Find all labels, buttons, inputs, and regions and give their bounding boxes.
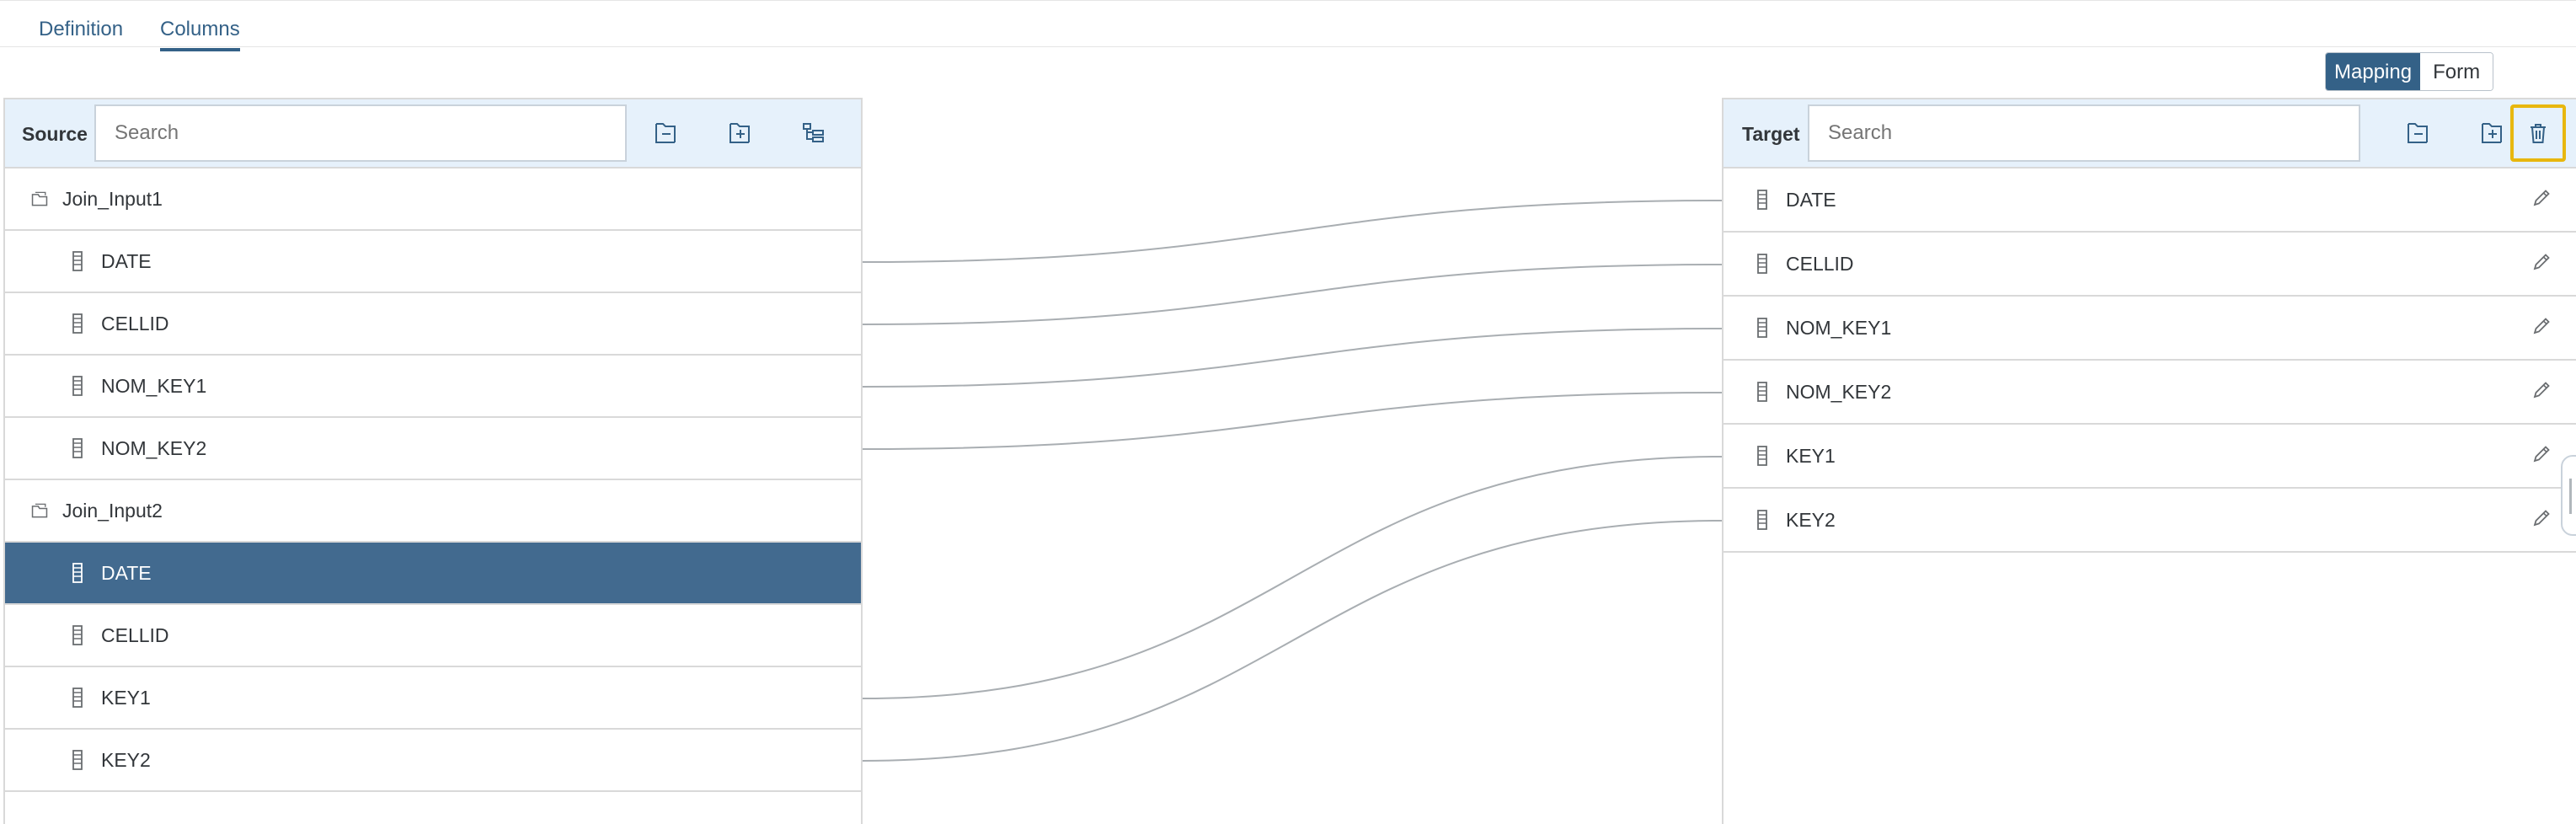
mapping-line[interactable] <box>862 392 1723 450</box>
delete-button[interactable] <box>2510 104 2566 162</box>
collapse-all-button[interactable] <box>2399 115 2436 152</box>
mapping-line[interactable] <box>862 520 1723 762</box>
tree-settings-icon <box>803 123 824 142</box>
column-label: CELLID <box>1786 252 1854 275</box>
edit-icon[interactable] <box>2531 315 2556 340</box>
column-icon <box>67 562 89 584</box>
trash-icon <box>2531 124 2546 143</box>
column-icon <box>1752 317 1774 339</box>
expand-all-icon <box>2482 123 2502 143</box>
folder-icon <box>29 500 51 522</box>
source-tree: Join_Input1 DATE CELLID NOM_KEY1 NOM_KEY2 Joi… <box>5 169 861 792</box>
source-column-row[interactable]: DATE <box>5 543 861 605</box>
column-icon <box>1752 189 1774 211</box>
column-label: KEY2 <box>1786 508 1836 531</box>
expand-all-button[interactable] <box>721 115 758 152</box>
group-label: Join_Input2 <box>62 499 163 522</box>
target-header: Target <box>1724 99 2576 169</box>
target-column-row[interactable]: NOM_KEY1 <box>1724 297 2576 361</box>
source-search-input[interactable] <box>94 104 627 162</box>
column-label: NOM_KEY1 <box>1786 316 1892 339</box>
column-label: KEY1 <box>101 686 151 709</box>
column-label: KEY1 <box>1786 444 1836 467</box>
mapping-line[interactable] <box>862 264 1723 325</box>
column-icon <box>67 250 89 272</box>
column-icon <box>67 624 89 646</box>
mapping-view-button[interactable]: Mapping <box>2326 53 2421 90</box>
form-view-button[interactable]: Form <box>2420 53 2493 90</box>
source-group-row[interactable]: Join_Input1 <box>5 169 861 231</box>
source-panel: Source Join_Input1 DATE CELLID NOM_KEY1 NOM_… <box>3 98 863 824</box>
source-column-row[interactable]: KEY2 <box>5 730 861 792</box>
tree-settings-button[interactable] <box>795 115 832 152</box>
view-toggle: Mapping Form <box>2325 52 2494 91</box>
target-column-row[interactable]: KEY2 <box>1724 489 2576 553</box>
tab-definition[interactable]: Definition <box>39 18 124 40</box>
column-icon <box>1752 381 1774 403</box>
collapse-all-button[interactable] <box>647 115 684 152</box>
column-icon <box>67 313 89 334</box>
expand-all-button[interactable] <box>2473 115 2510 152</box>
column-label: DATE <box>101 561 152 584</box>
column-label: DATE <box>101 249 152 272</box>
target-column-row[interactable]: NOM_KEY2 <box>1724 361 2576 425</box>
column-label: KEY2 <box>101 748 151 771</box>
column-label: NOM_KEY1 <box>101 374 207 397</box>
column-label: NOM_KEY2 <box>101 436 207 459</box>
source-column-row[interactable]: NOM_KEY1 <box>5 356 861 418</box>
source-column-row[interactable]: CELLID <box>5 605 861 667</box>
column-label: DATE <box>1786 188 1836 211</box>
mapping-line[interactable] <box>862 200 1723 263</box>
source-group-row[interactable]: Join_Input2 <box>5 480 861 543</box>
column-icon <box>67 437 89 459</box>
resize-handle[interactable] <box>2561 455 2576 536</box>
target-column-row[interactable]: KEY1 <box>1724 425 2576 489</box>
tab-columns[interactable]: Columns <box>160 18 240 51</box>
edit-icon[interactable] <box>2531 251 2556 276</box>
mapping-line[interactable] <box>862 456 1723 699</box>
column-icon <box>67 687 89 709</box>
expand-all-icon <box>730 123 750 143</box>
source-column-row[interactable]: NOM_KEY2 <box>5 418 861 480</box>
edit-icon[interactable] <box>2531 379 2556 404</box>
target-search-input[interactable] <box>1808 104 2360 162</box>
target-panel: Target DATE CELLID NOM_KEY1 NOM_KEY2 KEY1 KEY… <box>1722 98 2576 824</box>
column-label: CELLID <box>101 312 169 334</box>
column-label: CELLID <box>101 623 169 646</box>
source-column-row[interactable]: DATE <box>5 231 861 293</box>
collapse-all-icon <box>655 123 676 143</box>
mapping-line[interactable] <box>862 328 1723 388</box>
column-icon <box>1752 445 1774 467</box>
column-icon <box>67 749 89 771</box>
column-icon <box>67 375 89 397</box>
column-icon <box>1752 253 1774 275</box>
source-title: Source <box>22 123 88 145</box>
source-header: Source <box>5 99 861 169</box>
target-column-row[interactable]: CELLID <box>1724 233 2576 297</box>
collapse-all-icon <box>2408 123 2428 143</box>
target-list: DATE CELLID NOM_KEY1 NOM_KEY2 KEY1 KEY2 <box>1724 169 2576 553</box>
edit-icon[interactable] <box>2531 507 2556 532</box>
column-icon <box>1752 509 1774 531</box>
source-column-row[interactable]: KEY1 <box>5 667 861 730</box>
group-label: Join_Input1 <box>62 187 163 210</box>
target-column-row[interactable]: DATE <box>1724 169 2576 233</box>
folder-icon <box>29 188 51 210</box>
column-label: NOM_KEY2 <box>1786 380 1892 403</box>
edit-icon[interactable] <box>2531 443 2556 468</box>
edit-icon[interactable] <box>2531 187 2556 212</box>
tab-bar: Definition Columns <box>0 0 2576 51</box>
source-column-row[interactable]: CELLID <box>5 293 861 356</box>
target-title: Target <box>1742 123 1800 145</box>
